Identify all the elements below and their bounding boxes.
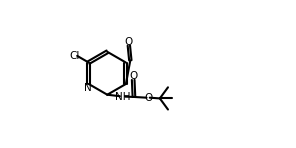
- Text: Cl: Cl: [69, 51, 80, 61]
- Text: O: O: [125, 37, 133, 47]
- Text: O: O: [129, 71, 137, 81]
- Text: NH: NH: [115, 92, 130, 102]
- Text: O: O: [144, 93, 152, 103]
- Text: N: N: [84, 83, 92, 93]
